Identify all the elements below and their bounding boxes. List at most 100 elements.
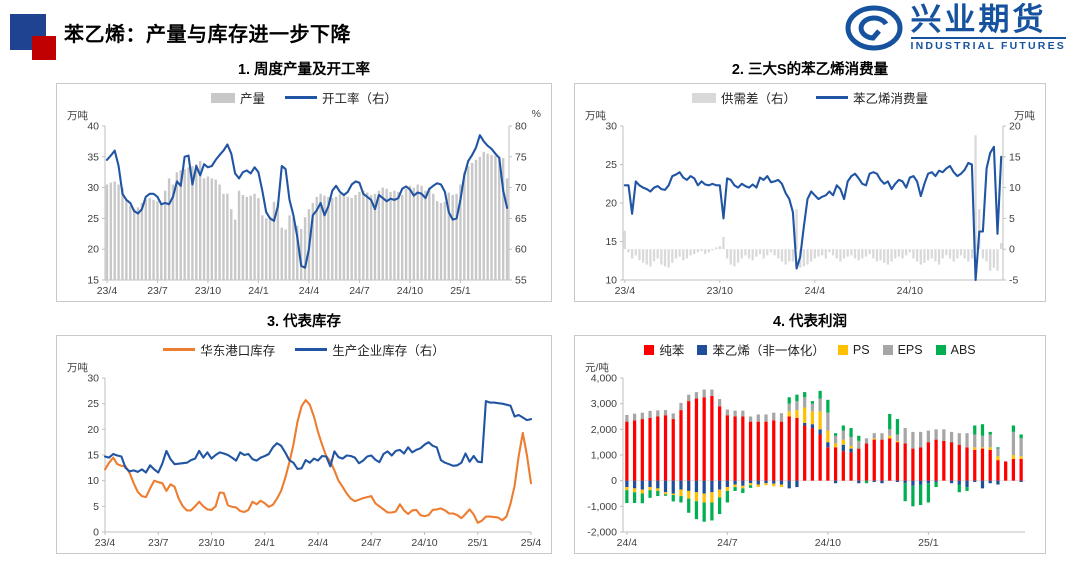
chart-inventory-card: 3. 代表库存 华东港口库存 生产企业库存（右） 万吨 0 5 10 15	[56, 308, 552, 554]
svg-text:15: 15	[605, 236, 617, 248]
svg-text:20: 20	[87, 244, 99, 256]
svg-text:70: 70	[515, 182, 527, 194]
svg-text:24/4: 24/4	[805, 285, 826, 297]
axis-unit-left: 万吨	[67, 110, 88, 122]
svg-text:65: 65	[515, 213, 527, 225]
legend-line-swatch	[163, 348, 196, 351]
legend-label: 华东港口库存	[200, 344, 276, 358]
legend-label: EPS	[897, 342, 923, 357]
svg-text:24/4: 24/4	[308, 537, 329, 549]
svg-text:20: 20	[1009, 121, 1021, 133]
legend-line-swatch	[816, 96, 848, 99]
axis-units: 万吨 %	[57, 108, 551, 122]
svg-text:0: 0	[93, 527, 99, 539]
chart-frame: 供需差（右） 苯乙烯消费量 万吨 万吨 10 15 20 25 30 -5 0 5 10 15 20…	[574, 83, 1046, 302]
red-square-decoration	[32, 36, 56, 60]
chart-canvas: 10 15 20 25 30 -5 0 5 10 15 20 23/4 23/10 24/4 24/10	[605, 121, 1021, 297]
legend-label: 生产企业库存（右）	[332, 344, 445, 358]
legend-label: PS	[852, 342, 870, 357]
svg-text:24/7: 24/7	[717, 537, 738, 549]
chart-frame: 华东港口库存 生产企业库存（右） 万吨 0 5 10 15 20 25 30 23/4 23/7…	[56, 335, 552, 554]
legend-bar-swatch	[691, 92, 716, 103]
chart-legend: 华东港口库存 生产企业库存（右）	[57, 339, 551, 360]
axis-units: 万吨 万吨	[575, 108, 1045, 122]
svg-text:30: 30	[87, 182, 99, 194]
legend-label: 开工率（右）	[322, 92, 398, 106]
svg-text:23/4: 23/4	[95, 537, 116, 549]
svg-text:4,000: 4,000	[591, 373, 617, 385]
svg-text:25: 25	[87, 398, 99, 410]
svg-text:10: 10	[87, 475, 99, 487]
svg-text:-1,000: -1,000	[587, 501, 617, 513]
chart-weekly-production-card: 1. 周度产量及开工率 产量 开工率（右） 万吨 % 15 20 25 30	[56, 56, 552, 302]
legend-line-swatch	[285, 96, 317, 99]
legend-item: 苯乙烯（非一体化）	[697, 340, 825, 359]
svg-text:15: 15	[1009, 151, 1021, 163]
svg-text:24/10: 24/10	[397, 285, 423, 297]
svg-text:25/1: 25/1	[918, 537, 939, 549]
legend-label: 苯乙烯消费量	[853, 92, 929, 106]
legend-item: 苯乙烯消费量	[816, 88, 928, 107]
axis-units: 元/吨	[575, 360, 1045, 374]
legend-item: 产量	[210, 88, 265, 107]
chart-profit-card: 4. 代表利润 纯苯 苯乙烯（非一体化） PS	[574, 308, 1046, 554]
svg-text:25: 25	[87, 213, 99, 225]
axis-unit-right: %	[531, 108, 541, 120]
chart-title: 2. 三大S的苯乙烯消费量	[731, 62, 889, 78]
legend-label: 供需差（右）	[720, 92, 796, 106]
svg-text:30: 30	[605, 121, 617, 133]
chart-title: 3. 代表库存	[266, 314, 342, 330]
svg-text:23/10: 23/10	[195, 285, 221, 297]
svg-text:-2,000: -2,000	[587, 527, 617, 539]
svg-text:35: 35	[87, 151, 99, 163]
logo-company-name-en: INDUSTRIAL FUTURES	[910, 37, 1066, 52]
svg-text:0: 0	[611, 475, 617, 487]
svg-text:3,000: 3,000	[591, 398, 617, 410]
svg-text:23/7: 23/7	[147, 285, 168, 297]
legend-item: PS	[837, 342, 870, 357]
svg-text:2,000: 2,000	[591, 424, 617, 436]
svg-text:24/7: 24/7	[361, 537, 382, 549]
axis-unit-left: 万吨	[585, 110, 606, 122]
chart-title: 1. 周度产量及开工率	[237, 62, 371, 78]
svg-text:23/10: 23/10	[707, 285, 733, 297]
legend-bar-swatch	[210, 92, 235, 103]
svg-text:5: 5	[93, 501, 99, 513]
axis-unit-right: 万吨	[1014, 110, 1035, 122]
legend-label: 产量	[239, 92, 265, 106]
legend-label: 苯乙烯（非一体化）	[712, 344, 825, 358]
svg-text:10: 10	[605, 275, 617, 287]
svg-text:24/10: 24/10	[897, 285, 923, 297]
svg-text:0: 0	[1009, 244, 1015, 256]
chart-title: 4. 代表利润	[772, 314, 848, 330]
svg-text:25/1: 25/1	[450, 285, 471, 297]
svg-text:24/1: 24/1	[248, 285, 269, 297]
svg-text:-5: -5	[1009, 275, 1018, 287]
legend-item: 开工率（右）	[285, 88, 397, 107]
legend-item: 生产企业库存（右）	[295, 340, 445, 359]
svg-text:1,000: 1,000	[591, 450, 617, 462]
svg-text:23/10: 23/10	[198, 537, 224, 549]
svg-text:15: 15	[87, 450, 99, 462]
chart-legend: 供需差（右） 苯乙烯消费量	[575, 87, 1045, 108]
svg-text:24/4: 24/4	[617, 537, 638, 549]
axis-units: 万吨	[57, 360, 551, 374]
svg-text:55: 55	[515, 275, 527, 287]
legend-square-swatch	[697, 344, 708, 355]
logo-company-name: 兴业期货	[910, 2, 1047, 37]
svg-text:24/7: 24/7	[349, 285, 370, 297]
svg-text:24/10: 24/10	[815, 537, 841, 549]
title-bullet-mark	[10, 12, 74, 60]
svg-text:5: 5	[1009, 213, 1015, 225]
chart-canvas: 15 20 25 30 35 40 55 60 65 70 75 80 23/4 23/7 23/10 24/…	[87, 121, 527, 297]
svg-text:23/7: 23/7	[148, 537, 169, 549]
svg-text:40: 40	[87, 121, 99, 133]
legend-item: EPS	[882, 342, 923, 357]
legend-square-swatch	[882, 344, 893, 355]
chart-consumption-card: 2. 三大S的苯乙烯消费量 供需差（右） 苯乙烯消费量 万吨 万吨 1	[574, 56, 1046, 302]
axis-unit-left: 万吨	[67, 362, 88, 374]
legend-square-swatch	[644, 344, 655, 355]
legend-square-swatch	[837, 344, 848, 355]
chart-legend: 产量 开工率（右）	[57, 87, 551, 108]
svg-text:60: 60	[515, 244, 527, 256]
